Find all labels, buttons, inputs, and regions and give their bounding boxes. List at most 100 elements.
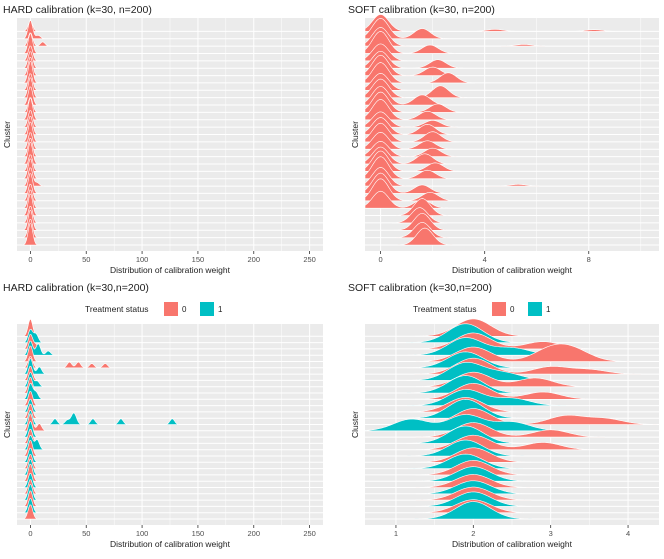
ridge-series-1-cluster-16 [22,409,180,425]
legend-title: Treatment status [413,304,476,314]
x-axis: 0 50 100 150 200 250 Distribution of calibrati… [28,525,316,549]
ridge-series-0-cluster-18 [364,99,454,121]
ridge-series-1-cluster-15 [364,414,568,432]
ridge-series-1-cluster-11 [406,439,525,457]
x-tick-label: 50 [82,529,90,538]
ridges [21,20,51,246]
x-tick-label: 3 [549,529,553,538]
x-axis-label: Distribution of calibration weight [110,539,231,549]
ridge-series-0-cluster-9 [21,167,45,187]
chart-hard_top: HARD calibration (k=30, n=200) 0 50 100 150 2… [2,4,323,275]
ridge-series-1-cluster-19 [406,389,567,406]
ridge-series-1-cluster-13 [406,425,525,444]
y-axis-label: Cluster [2,411,12,438]
x-axis: 0 50 100 150 200 250 Distribution of calibrati… [28,251,316,275]
ridge-series-0-cluster-7 [21,463,39,482]
legend-key-1 [200,302,214,316]
legend-label-1: 1 [218,305,223,314]
ridge-series-0-cluster-25 [22,356,113,369]
ridges [364,14,616,246]
y-axis-label: Cluster [350,121,360,148]
ridge-series-0-cluster-27 [364,31,456,54]
chart-soft_bottom: SOFT calibration (k=30,n=200) Treatment s… [348,282,659,549]
ridge-series-0-cluster-23 [21,60,39,84]
chart-title: HARD calibration (k=30,n=200) [3,282,149,294]
legend-label-0: 0 [182,305,187,314]
ridge-series-1-cluster-21 [406,375,525,394]
gridlines [17,18,323,251]
ridge-series-0-cluster-15 [364,122,460,143]
x-tick-label: 50 [82,255,90,264]
x-tick-label: 2 [471,529,475,538]
chart-hard_bottom: HARD calibration (k=30,n=200) Treatment s… [2,282,323,549]
y-axis-label: Cluster [350,411,360,438]
x-tick-label: 8 [587,255,591,264]
ridge-series-0-cluster-10 [415,447,532,463]
legend-title: Treatment status [85,304,148,314]
ridge-series-0-cluster-1 [22,504,39,520]
ridges [364,318,659,520]
legend-key-0 [492,302,506,316]
ridge-series-0-cluster-15 [21,121,39,143]
ridge-series-0-cluster-5 [21,193,39,216]
ridge-series-1-cluster-3 [415,491,532,507]
x-tick-label: 100 [136,255,149,264]
legend-label-0: 0 [510,305,515,314]
y-axis-label: Cluster [2,121,12,148]
ridge-series-0-cluster-3 [394,213,451,231]
ridge-series-0-cluster-5 [394,198,451,216]
x-axis-label: Distribution of calibration weight [452,265,573,275]
ridge-series-0-cluster-1 [397,227,453,246]
ridge-series-0-cluster-26 [21,345,39,362]
x-tick-label: 250 [303,255,316,264]
x-axis-label: Distribution of calibration weight [110,265,231,275]
x-axis: 0 4 8 Distribution of calibration weight [379,251,591,275]
x-tick-label: 1 [394,529,398,538]
legend: Treatment status 0 1 [85,302,223,316]
ridge-series-1-cluster-20 [21,383,45,400]
ridge-series-1-cluster-7 [415,466,532,482]
ridge-series-0-cluster-23 [364,62,475,84]
ridge-series-0-cluster-19 [22,391,39,406]
chart-title: HARD calibration (k=30, n=200) [3,4,152,16]
chart-title: SOFT calibration (k=30,n=200) [348,282,492,294]
legend-label-1: 1 [546,305,551,314]
ridge-series-0-cluster-19 [364,91,464,113]
ridges [21,318,180,520]
x-tick-label: 200 [248,255,261,264]
x-tick-label: 250 [303,529,316,538]
x-axis: 1 2 3 4 Distribution of calibration weight [394,525,630,549]
x-tick-label: 100 [136,529,149,538]
legend: Treatment status 0 1 [413,302,551,316]
ridge-series-0-cluster-7 [364,178,456,202]
ridge-series-1-cluster-17 [405,399,525,419]
x-tick-label: 200 [248,529,261,538]
ridge-series-0-cluster-20 [21,86,39,106]
x-tick-label: 150 [192,255,205,264]
x-tick-label: 4 [626,529,630,538]
x-tick-label: 0 [28,529,32,538]
ridge-series-1-cluster-1 [414,501,533,520]
ridge-series-0-cluster-28 [22,334,44,350]
legend-key-0 [164,302,178,316]
ridge-series-1-cluster-9 [407,453,524,469]
ridge-series-0-cluster-8 [21,173,39,194]
ridge-series-0-cluster-27 [21,33,39,54]
ridge-series-0-cluster-1 [21,222,39,246]
x-tick-label: 150 [192,529,205,538]
ridge-series-1-cluster-29 [405,323,525,343]
ridge-series-0-cluster-18 [21,97,39,121]
ridge-series-0-cluster-15 [21,413,47,432]
chart-soft_top: SOFT calibration (k=30, n=200) 0 4 8 Distrib… [348,4,659,275]
x-axis-label: Distribution of calibration weight [452,539,573,549]
ridge-series-0-cluster-12 [21,141,39,165]
x-tick-label: 0 [28,255,32,264]
ridge-series-1-cluster-24 [21,358,47,375]
ridge-series-0-cluster-29 [21,20,46,40]
chart-title: SOFT calibration (k=30, n=200) [348,4,495,16]
x-tick-label: 0 [379,255,383,264]
x-tick-label: 4 [483,255,487,264]
legend-key-1 [528,302,542,316]
